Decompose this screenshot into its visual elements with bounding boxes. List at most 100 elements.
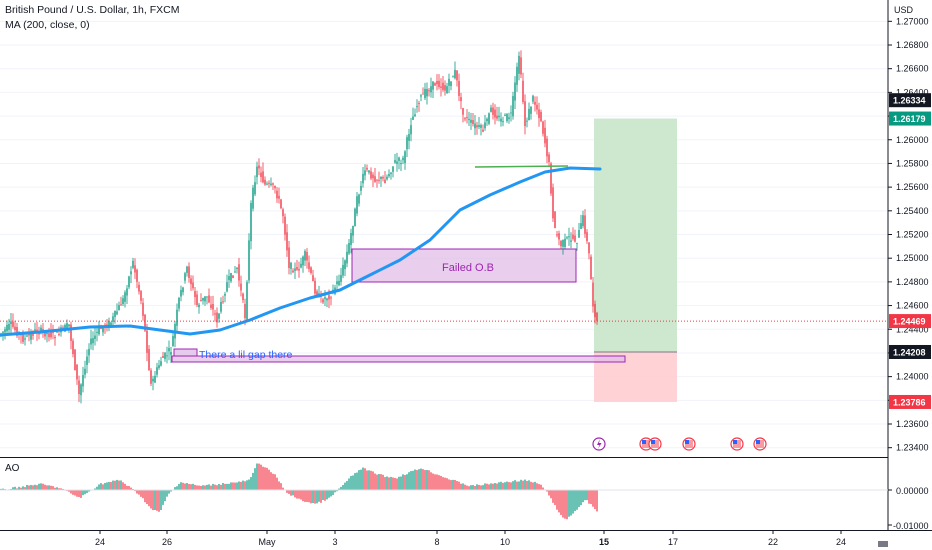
candle-body bbox=[586, 232, 588, 242]
ao-bar bbox=[430, 472, 432, 490]
candle-body bbox=[572, 234, 574, 239]
ao-bar bbox=[474, 486, 476, 490]
ao-bar bbox=[130, 487, 132, 490]
candle-body bbox=[192, 282, 194, 289]
us-flag-event-icon[interactable] bbox=[648, 437, 662, 451]
candle-body bbox=[426, 88, 428, 97]
candle-body bbox=[590, 256, 592, 280]
ao-bar bbox=[500, 481, 502, 490]
candle-body bbox=[406, 137, 408, 150]
ao-bar bbox=[202, 485, 204, 490]
candle-body bbox=[342, 264, 344, 276]
candle-body bbox=[310, 267, 312, 273]
candle-body bbox=[526, 120, 528, 122]
price-axis[interactable] bbox=[888, 0, 932, 550]
candle-body bbox=[348, 243, 350, 254]
candle-body bbox=[588, 242, 590, 254]
ao-bar bbox=[484, 483, 486, 490]
ao-bar bbox=[304, 490, 306, 502]
ao-bar bbox=[240, 481, 242, 490]
ao-bar bbox=[10, 488, 12, 490]
ao-bar bbox=[154, 490, 156, 510]
support-trendline[interactable] bbox=[474, 165, 569, 168]
ao-bar bbox=[122, 482, 124, 490]
candle-body bbox=[430, 86, 432, 93]
candle-body bbox=[522, 80, 524, 103]
ao-bar bbox=[168, 490, 170, 494]
ao-bar bbox=[418, 469, 420, 490]
candle-body bbox=[128, 276, 130, 288]
ao-bar bbox=[174, 487, 176, 490]
time-label: 3 bbox=[332, 537, 337, 547]
ao-bar bbox=[212, 483, 214, 490]
price-tick-label: 1.23400 bbox=[896, 443, 929, 453]
ao-bar bbox=[104, 482, 106, 490]
ao-bar bbox=[30, 484, 32, 490]
ao-bar bbox=[280, 483, 282, 490]
ao-bar bbox=[520, 479, 522, 490]
time-label: 22 bbox=[768, 537, 778, 547]
price-tick-label: 1.26800 bbox=[896, 40, 929, 50]
ao-bar bbox=[426, 469, 428, 490]
ao-bar bbox=[152, 490, 154, 511]
profit-zone[interactable] bbox=[594, 118, 677, 352]
ao-bar bbox=[504, 482, 506, 490]
ao-bar bbox=[376, 474, 378, 490]
ma-200-line[interactable] bbox=[0, 166, 602, 337]
candle-body bbox=[80, 384, 82, 396]
candle-body bbox=[210, 304, 212, 308]
scroll-to-end-icon[interactable] bbox=[878, 541, 888, 547]
ao-histogram[interactable] bbox=[0, 463, 892, 526]
candle-body bbox=[574, 235, 576, 242]
ao-bar bbox=[414, 469, 416, 490]
ao-bar bbox=[114, 480, 116, 490]
gap-marker-box[interactable] bbox=[173, 348, 198, 357]
candle-body bbox=[476, 125, 478, 128]
ao-bar bbox=[584, 490, 586, 501]
ao-bar bbox=[434, 474, 436, 490]
candle-body bbox=[486, 118, 488, 122]
candle-body bbox=[584, 215, 586, 234]
ao-bar bbox=[180, 482, 182, 490]
price-pane[interactable] bbox=[0, 0, 888, 457]
candle-body bbox=[308, 262, 310, 270]
ao-bar bbox=[408, 472, 410, 490]
candle-body bbox=[214, 313, 216, 315]
candle-body bbox=[344, 260, 346, 270]
price-tick-label: 1.26400 bbox=[896, 87, 929, 97]
ao-bar bbox=[360, 469, 362, 490]
gap-box[interactable] bbox=[171, 355, 626, 363]
candle-body bbox=[328, 295, 330, 300]
candle-body bbox=[362, 173, 364, 184]
ao-bar bbox=[234, 482, 236, 490]
candle-body bbox=[82, 374, 84, 387]
ao-bar bbox=[370, 470, 372, 490]
time-axis[interactable]: 24 26 May 3 8 10 15 17 22 24 bbox=[95, 530, 888, 547]
candle-body bbox=[504, 114, 506, 116]
candle-body bbox=[412, 116, 414, 120]
ao-bar bbox=[314, 490, 316, 504]
us-flag-event-icon[interactable] bbox=[682, 437, 696, 451]
candle-body bbox=[164, 352, 166, 359]
ao-bar bbox=[34, 484, 36, 490]
candle-body bbox=[492, 107, 494, 115]
ao-bar bbox=[312, 490, 314, 504]
candle-body bbox=[432, 81, 434, 90]
lightning-event-icon[interactable] bbox=[592, 437, 606, 451]
candle-body bbox=[154, 375, 156, 383]
candle-body bbox=[448, 78, 450, 86]
us-flag-event-icon[interactable] bbox=[730, 437, 744, 451]
candle-body bbox=[442, 82, 444, 90]
candle-body bbox=[498, 115, 500, 118]
candle-body bbox=[2, 331, 4, 333]
ao-bar bbox=[134, 490, 136, 492]
ao-bar bbox=[404, 475, 406, 490]
us-flag-event-icon[interactable] bbox=[753, 437, 767, 451]
event-markers[interactable] bbox=[592, 437, 767, 451]
candle-body bbox=[74, 349, 76, 371]
candle-body bbox=[138, 284, 140, 292]
candle-body bbox=[374, 176, 376, 182]
candle-body bbox=[40, 327, 42, 332]
ao-bar bbox=[308, 490, 310, 503]
